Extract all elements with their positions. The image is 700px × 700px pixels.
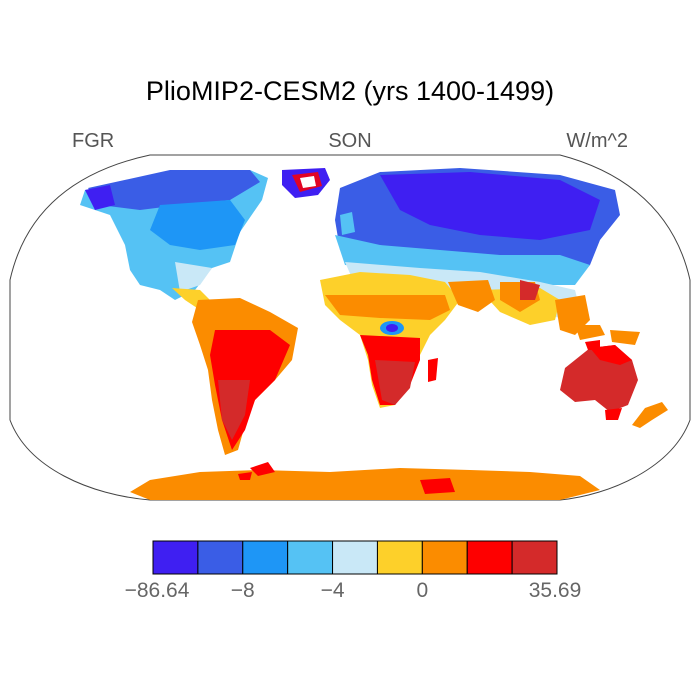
eurasia [335,168,620,335]
north-america [80,170,268,310]
australia [560,345,638,420]
colorbar-swatch [287,540,334,575]
colorbar-tick-label: −86.64 [124,579,190,602]
antarctica [130,462,600,500]
new-zealand [632,402,668,428]
africa [320,272,460,408]
colorbar-swatch [197,540,244,575]
colorbar-swatch [242,540,289,575]
map-title: PlioMIP2-CESM2 (yrs 1400-1499) [145,76,555,106]
uk [340,212,355,235]
colorbar-swatch [376,540,423,575]
colorbar-tick-label: 0 [416,579,429,602]
arabia [448,280,495,312]
field-label: FGR [72,130,115,152]
alaska [85,185,115,210]
colorbar-swatch [421,540,468,575]
se-asia-islands [575,325,640,350]
colorbar-tick-label: −8 [230,579,255,602]
greenland [282,168,330,198]
south-america [192,298,298,455]
units-label: W/m^2 [566,130,628,152]
colorbar-swatch [466,540,513,575]
colorbar-tick-label: 35.69 [528,579,582,602]
season-label: SON [328,130,372,152]
colorbar-swatch [332,540,378,575]
colorbar-tick-label: −4 [320,579,345,602]
colorbar-swatch [511,540,558,575]
colorbar-swatch [152,540,199,575]
